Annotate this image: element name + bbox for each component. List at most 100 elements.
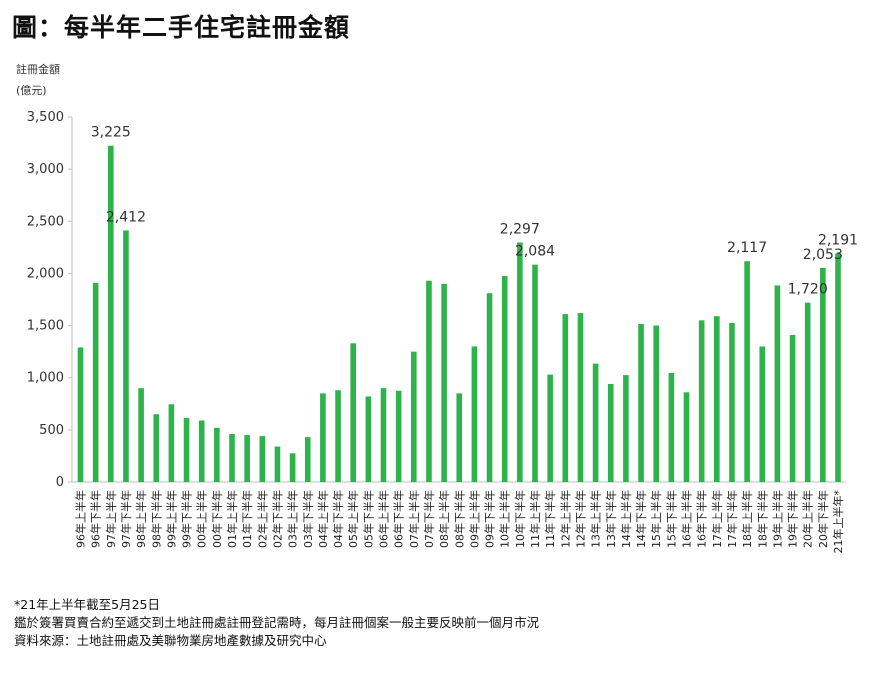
x-tick-label: 15年下半年	[664, 490, 678, 548]
bar	[683, 392, 690, 482]
y-tick-label: 1,000	[27, 371, 64, 386]
x-tick-label: 10年上半年	[498, 490, 512, 548]
bar	[501, 276, 508, 482]
x-tick-label: 12年上半年	[558, 490, 572, 548]
bar	[835, 253, 841, 482]
x-tick-label: 20年下半年	[816, 490, 830, 548]
x-tick-label: 01年下半年	[240, 490, 254, 548]
bar	[471, 346, 478, 482]
bar	[77, 347, 84, 482]
x-tick-label: 97年下半年	[119, 490, 133, 548]
data-label: 2,084	[515, 244, 555, 260]
x-tick-label: 11年上半年	[528, 490, 542, 548]
bar	[380, 388, 387, 482]
x-tick-label: 18年上半年	[740, 490, 754, 548]
bar	[229, 434, 235, 482]
x-tick-label: 05年上半年	[346, 490, 360, 548]
x-tick-label: 01年上半年	[225, 490, 239, 548]
x-tick-label: 98年上半年	[134, 490, 148, 548]
bar	[668, 373, 675, 482]
bar	[335, 390, 341, 482]
bar	[638, 324, 644, 482]
x-tick-label: 99年下半年	[180, 490, 194, 548]
bar	[365, 396, 372, 482]
x-tick-label: 03年下半年	[301, 490, 315, 548]
y-tick-label: 2,500	[27, 214, 64, 229]
bar	[168, 404, 175, 482]
bar	[441, 283, 447, 482]
bar	[592, 363, 599, 482]
bar	[804, 302, 811, 482]
bar	[623, 375, 629, 482]
bar	[698, 320, 705, 482]
x-tick-label: 04年上半年	[316, 490, 330, 548]
y-axis-unit: (億元)	[16, 84, 47, 97]
x-tick-label: 19年下半年	[786, 490, 800, 548]
bar	[138, 388, 144, 482]
x-tick-label: 08年上半年	[437, 490, 451, 548]
bar	[653, 325, 659, 482]
bar	[123, 230, 129, 482]
bar	[274, 446, 281, 482]
bar	[426, 280, 432, 482]
bar	[577, 313, 584, 482]
x-tick-label: 00年下半年	[210, 490, 224, 548]
x-tick-label: 04年下半年	[331, 490, 345, 548]
x-tick-label: 09年上半年	[467, 490, 481, 548]
bar	[562, 314, 569, 482]
bar	[304, 437, 311, 482]
x-tick-label: 05年下半年	[361, 490, 375, 548]
x-tick-label: 00年上半年	[195, 490, 209, 548]
data-label: 2,053	[803, 247, 843, 263]
x-tick-label: 96年下半年	[89, 490, 103, 548]
bar	[108, 145, 114, 482]
bar	[259, 436, 266, 482]
x-tick-label: 16年上半年	[680, 490, 694, 548]
footnote-source: 資料來源：土地註冊處及美聯物業房地產數據及研究中心	[14, 633, 327, 648]
bar	[350, 343, 356, 482]
bar	[532, 264, 538, 482]
x-tick-label: 03年上半年	[286, 490, 300, 548]
bar	[789, 334, 796, 482]
x-tick-label: 13年上半年	[589, 490, 603, 548]
bar	[320, 393, 326, 482]
x-tick-label: 20年上半年	[801, 490, 815, 548]
x-tick-label: 02年下半年	[270, 490, 284, 548]
x-tick-label: 99年上半年	[164, 490, 178, 548]
bar	[714, 316, 720, 482]
data-label: 2,297	[500, 221, 540, 237]
bar	[183, 417, 190, 482]
x-tick-label: 12年下半年	[573, 490, 587, 548]
footnote-date: *21年上半年截至5月25日	[14, 597, 161, 612]
bar	[153, 414, 160, 482]
data-label: 1,720	[788, 282, 828, 298]
x-tick-label: 10年下半年	[513, 490, 527, 548]
y-tick-label: 0	[56, 475, 64, 490]
x-tick-label: 14年上半年	[619, 490, 633, 548]
x-tick-label: 07年下半年	[422, 490, 436, 548]
bar	[820, 267, 826, 482]
x-tick-label: 98年下半年	[149, 490, 163, 548]
bar	[411, 351, 417, 482]
bar	[456, 393, 463, 482]
x-tick-label: 18年下半年	[755, 490, 769, 548]
bar	[395, 390, 402, 482]
footnotes: *21年上半年截至5月25日 鑑於簽署買賣合約至遞交到土地註冊處註冊登記需時，每…	[14, 596, 539, 650]
bar	[244, 435, 250, 482]
x-tick-label: 19年上半年	[770, 490, 784, 548]
bar	[198, 420, 205, 482]
y-tick-label: 3,000	[27, 162, 64, 177]
x-tick-label: 16年下半年	[695, 490, 709, 548]
x-tick-label: 17年下半年	[725, 490, 739, 548]
bar	[744, 261, 750, 482]
data-label: 2,412	[106, 209, 146, 225]
x-tick-label: 06年下半年	[392, 490, 406, 548]
x-tick-label: 09年下半年	[483, 490, 497, 548]
bar	[214, 427, 220, 482]
x-tick-label: 97年上半年	[104, 490, 118, 548]
data-label: 2,117	[727, 240, 767, 256]
x-tick-label: 21年上半年*	[831, 490, 845, 554]
y-tick-label: 1,500	[27, 319, 64, 334]
x-tick-label: 11年下半年	[543, 490, 557, 548]
x-tick-label: 14年下半年	[634, 490, 648, 548]
